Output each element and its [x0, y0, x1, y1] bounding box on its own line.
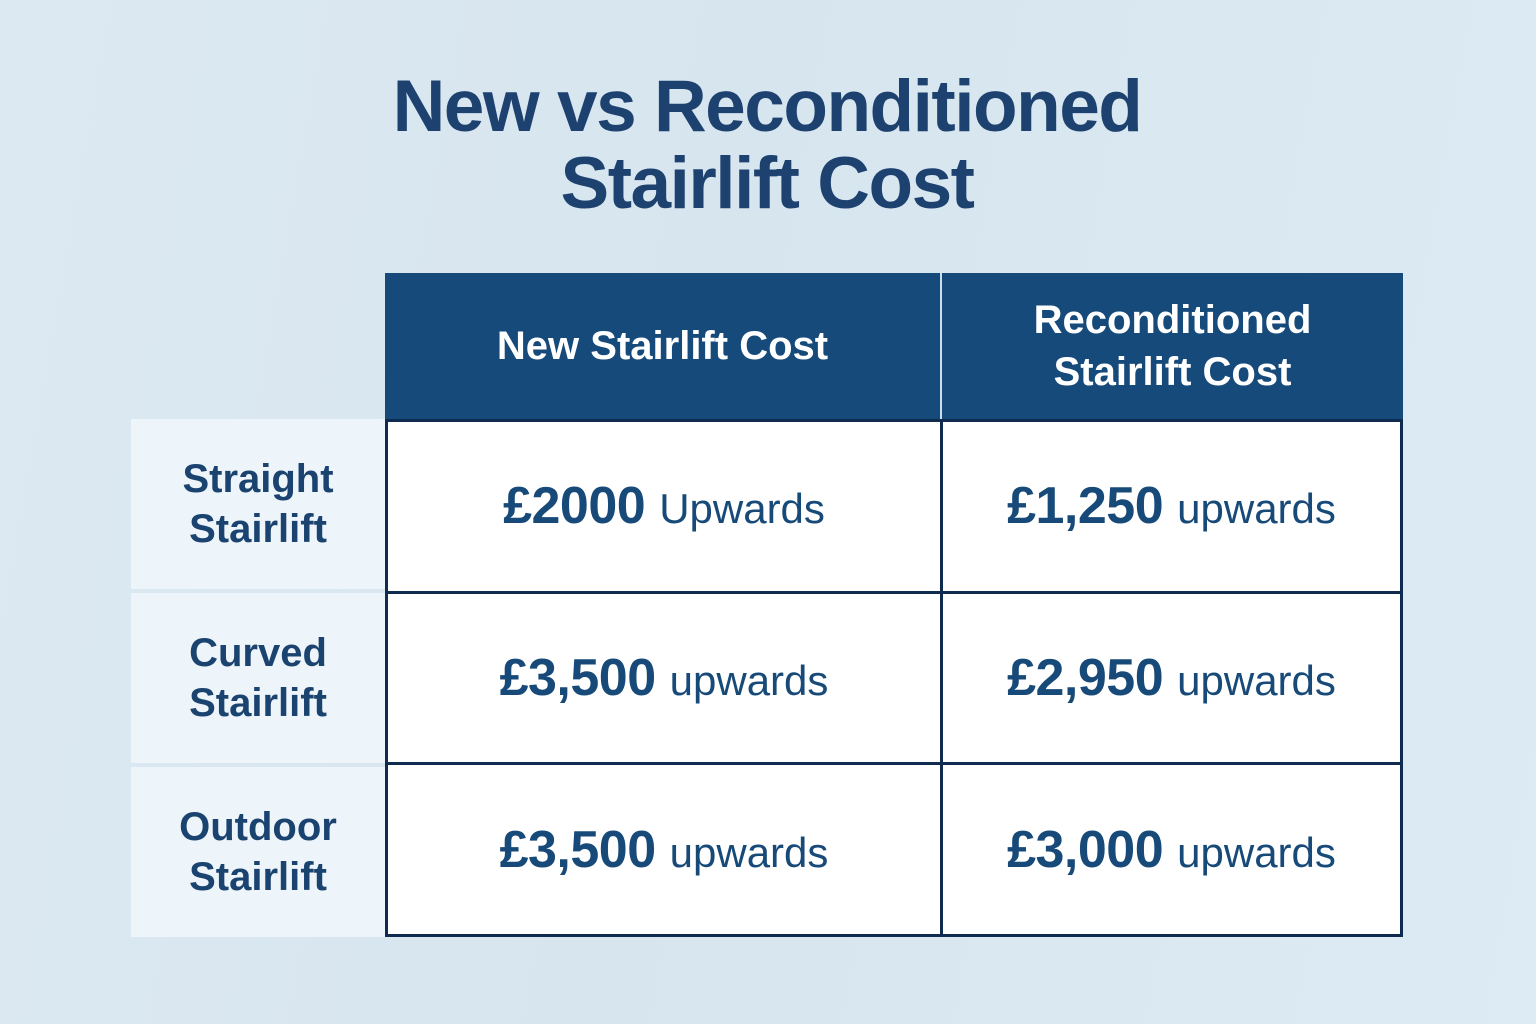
price-value: £3,000 — [1007, 820, 1164, 879]
row-label-outdoor-stairlift: Outdoor Stairlift — [131, 767, 385, 937]
column-header-new-stairlift-cost: New Stairlift Cost — [496, 324, 829, 368]
cell-outdoor-reconditioned: £3,000 upwards — [943, 765, 1400, 934]
price-suffix: upwards — [669, 828, 829, 876]
price-suffix: Upwards — [659, 485, 825, 533]
page-title: New vs Reconditioned Stairlift Cost — [131, 68, 1403, 223]
price-value: £2,950 — [1007, 648, 1164, 707]
cell-straight-new: £2000 Upwards — [388, 422, 940, 591]
cell-straight-reconditioned: £1,250 upwards — [943, 422, 1400, 591]
price-line: £2000 Upwards — [503, 476, 825, 536]
cell-curved-new: £3,500 upwards — [388, 593, 940, 763]
title-line-2: Stairlift Cost — [560, 143, 975, 225]
title-line-1: New vs Reconditioned — [392, 66, 1143, 147]
price-value: £2000 — [503, 477, 646, 536]
price-table-body: £2000 Upwards £1,250 upwards £3,500 upwards… — [385, 419, 1403, 937]
price-suffix: upwards — [1177, 656, 1336, 704]
price-line: £3,000 upwards — [1007, 820, 1336, 880]
price-line: £3,500 upwards — [500, 820, 829, 880]
column-header-reconditioned-stairlift-cost: Reconditioned Stairlift Cost — [1033, 298, 1312, 394]
row-label-straight-stairlift: Straight Stairlift — [131, 419, 385, 589]
price-value: £3,500 — [499, 648, 657, 707]
price-line: £1,250 upwards — [1007, 476, 1336, 536]
row-label-column: Straight Stairlift Curved Stairlift Outd… — [131, 419, 385, 937]
row-label-curved-stairlift: Curved Stairlift — [131, 593, 385, 763]
price-line: £3,500 upwards — [500, 648, 829, 708]
price-value: £1,250 — [1007, 477, 1164, 536]
cell-outdoor-new: £3,500 upwards — [388, 765, 940, 934]
price-line: £2,950 upwards — [1007, 648, 1336, 708]
price-value: £3,500 — [499, 820, 657, 879]
price-suffix: upwards — [669, 656, 829, 704]
header-column-divider — [940, 273, 942, 419]
price-suffix: upwards — [1177, 828, 1336, 876]
table-column-header-bar: New Stairlift Cost Reconditioned Stairli… — [385, 273, 1403, 419]
price-suffix: upwards — [1177, 485, 1336, 533]
cell-curved-reconditioned: £2,950 upwards — [943, 593, 1400, 763]
